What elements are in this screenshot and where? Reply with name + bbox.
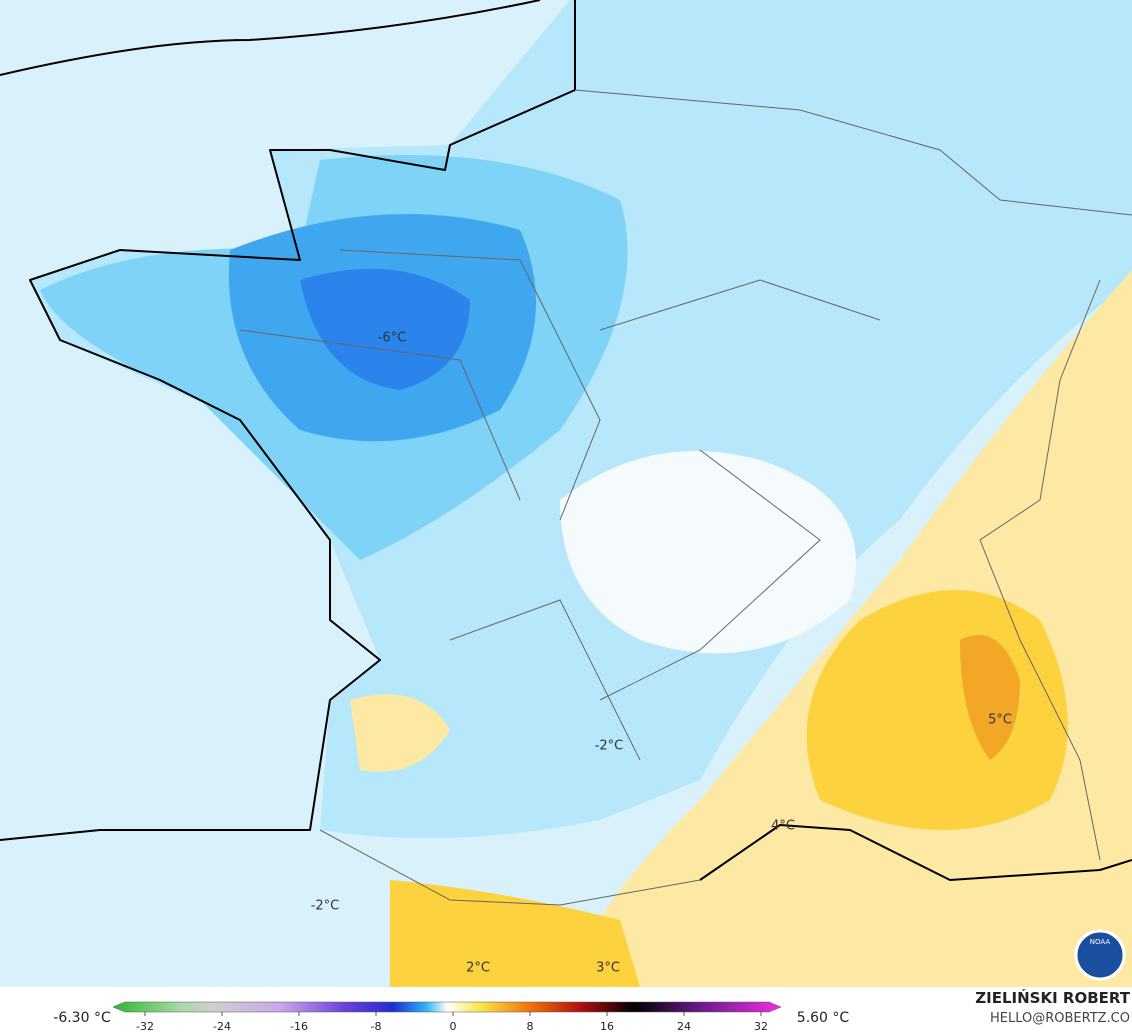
- colorbar-tick-label: -8: [371, 1020, 382, 1033]
- colorbar-tick-label: 24: [677, 1020, 691, 1033]
- map: -6°C -2°C -2°C 5°C 4°C 2°C 3°C NOAA: [0, 0, 1132, 987]
- credit-contact: HELLO@ROBERTZ.CO: [990, 1011, 1130, 1026]
- colorbar-tick-label: -24: [213, 1020, 231, 1033]
- contour-label: -2°C: [595, 739, 624, 754]
- coastline: [699, 824, 1132, 881]
- contour-label: -6°C: [378, 331, 407, 346]
- colorbar-min: -6.30 °C: [53, 1010, 111, 1026]
- field-yellow: [350, 694, 450, 772]
- coastline: [0, 0, 576, 841]
- colorbar-tick-label: 32: [754, 1020, 768, 1033]
- logo: [1074, 929, 1126, 981]
- contour-label: -2°C: [311, 899, 340, 914]
- colorbar-max: 5.60 °C: [797, 1010, 850, 1026]
- border: [319, 89, 1132, 906]
- field-cyan: [30, 0, 1132, 838]
- credit-name: ZIELIŃSKI ROBERT: [975, 988, 1130, 1007]
- colorbar: -6.30 °C 5.60 °C: [53, 1001, 850, 1026]
- field-white: [560, 451, 856, 654]
- field-deep: [300, 268, 470, 390]
- region-border: [239, 249, 881, 761]
- colorbar-tick-label: 16: [600, 1020, 614, 1033]
- field-dark-orange: [960, 635, 1020, 760]
- colorbar-tick-label: 8: [527, 1020, 534, 1033]
- contour-label: 5°C: [988, 713, 1012, 728]
- logo-text: NOAA: [1090, 938, 1111, 946]
- coastline: [0, 0, 541, 76]
- colorbar-tick-label: -32: [136, 1020, 154, 1033]
- field-orange: [390, 880, 640, 987]
- contour-label: 2°C: [466, 961, 490, 976]
- contour-label: 3°C: [596, 961, 620, 976]
- colorbar-tick-label: -16: [290, 1020, 308, 1033]
- colorbar-scale: [112, 1001, 782, 1013]
- colorbar-tick-label: 0: [450, 1020, 457, 1033]
- contour-label: 4°C: [771, 819, 795, 834]
